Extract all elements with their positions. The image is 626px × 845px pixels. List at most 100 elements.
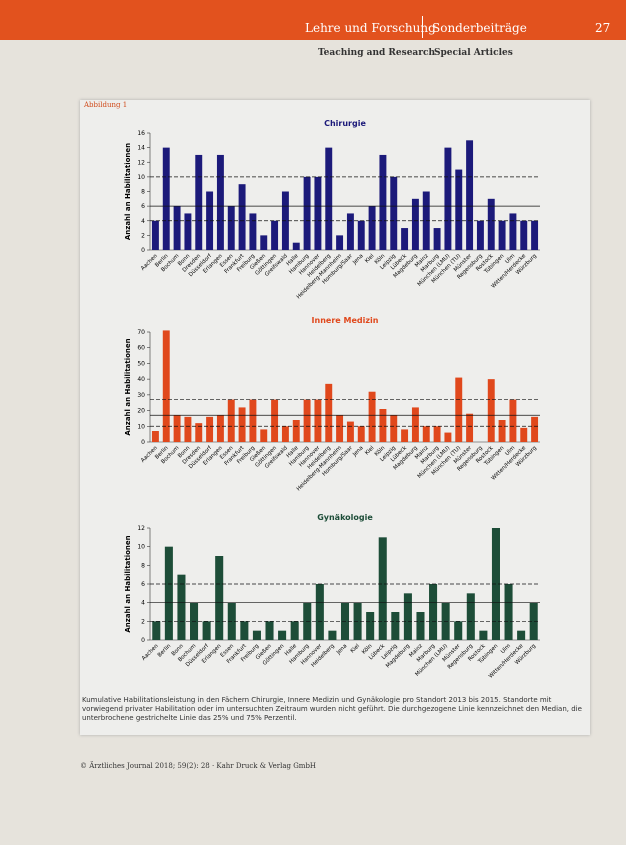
x-tick-label: Jena: [351, 445, 364, 458]
bar: [206, 416, 214, 442]
chart-title: Innere Medizin: [312, 316, 379, 325]
y-tick-label: 4: [141, 218, 145, 225]
y-tick-label: 10: [137, 544, 145, 551]
y-tick-label: 60: [137, 345, 145, 352]
bar: [520, 220, 528, 250]
subheader2: Special Articles: [434, 48, 513, 58]
y-tick-label: 30: [137, 392, 145, 399]
bar: [195, 154, 203, 250]
x-tick-label: Ulm: [500, 643, 512, 655]
bar: [164, 546, 173, 640]
x-tick-label: Ulm: [504, 253, 516, 265]
y-tick-label: 0: [141, 247, 145, 254]
caption: Kumulative Habilitationsleistung in den …: [82, 696, 582, 722]
bar: [479, 630, 488, 640]
bar: [249, 213, 257, 250]
bar: [401, 429, 409, 442]
bar: [455, 169, 463, 250]
bar: [416, 612, 425, 640]
bar: [173, 206, 181, 250]
bar: [325, 383, 333, 442]
chart-title: Gynäkologie: [317, 513, 373, 522]
bar: [368, 206, 376, 250]
bar: [303, 399, 311, 442]
bar: [195, 423, 203, 442]
bar: [238, 184, 246, 250]
x-tick-label: Aachen: [141, 643, 160, 662]
divider: [422, 16, 423, 38]
bar: [346, 213, 354, 250]
bar: [509, 213, 517, 250]
bar: [368, 391, 376, 442]
bar: [531, 416, 539, 442]
bar: [152, 621, 161, 640]
bar: [215, 556, 224, 640]
bar: [206, 191, 214, 250]
y-tick-label: 20: [137, 408, 145, 415]
y-tick-label: 4: [141, 600, 145, 607]
bar: [487, 198, 495, 250]
bar: [466, 593, 475, 640]
y-tick-label: 40: [137, 376, 145, 383]
bar: [401, 228, 409, 250]
bar: [281, 426, 289, 442]
bar: [391, 612, 400, 640]
bar: [216, 154, 224, 250]
bar: [444, 432, 452, 442]
bar: [433, 426, 441, 442]
footer: © Ärztliches Journal 2018; 59(2): 28 · K…: [80, 762, 317, 770]
bar: [498, 420, 506, 442]
bar: [162, 330, 170, 442]
bar: [466, 140, 474, 250]
bar: [520, 427, 528, 442]
bar: [260, 235, 268, 250]
x-tick-label: Berlin: [157, 643, 173, 659]
bar: [379, 154, 387, 250]
page-number: 27: [595, 21, 611, 35]
y-tick-label: 12: [137, 525, 145, 532]
bar: [336, 235, 344, 250]
bar: [328, 630, 337, 640]
bar: [216, 415, 224, 442]
bar: [303, 176, 311, 250]
y-tick-label: 50: [137, 360, 145, 367]
bar: [498, 220, 506, 250]
bar: [366, 612, 375, 640]
y-tick-label: 8: [141, 562, 145, 569]
x-tick-label: Ulm: [504, 445, 516, 457]
bar: [336, 415, 344, 442]
bar: [346, 421, 354, 442]
bar: [292, 420, 300, 442]
y-tick-label: 8: [141, 189, 145, 196]
bar: [151, 220, 159, 250]
bar: [357, 220, 365, 250]
bar: [466, 413, 474, 442]
bar: [454, 621, 463, 640]
bar: [260, 429, 268, 442]
y-tick-label: 2: [141, 618, 145, 625]
y-axis-label: Anzahl an Habilitationen: [124, 143, 132, 240]
bar: [476, 220, 484, 250]
bar: [249, 399, 257, 442]
bar: [517, 630, 526, 640]
bar: [444, 147, 452, 250]
y-tick-label: 14: [137, 145, 145, 152]
bar: [240, 621, 249, 640]
bar: [390, 176, 398, 250]
bar: [173, 415, 181, 442]
figure-label: Abbildung 1: [84, 101, 128, 109]
y-tick-label: 16: [137, 130, 145, 137]
bar: [315, 584, 324, 640]
bar: [455, 377, 463, 442]
bar: [290, 621, 299, 640]
y-tick-label: 10: [137, 423, 145, 430]
chart-title: Chirurgie: [324, 119, 366, 128]
bar: [379, 409, 387, 442]
bar: [202, 621, 211, 640]
y-tick-label: 70: [137, 329, 145, 336]
bar: [357, 426, 365, 442]
y-tick-label: 10: [137, 174, 145, 181]
bar: [252, 630, 261, 640]
x-tick-label: Kiel: [350, 643, 362, 655]
